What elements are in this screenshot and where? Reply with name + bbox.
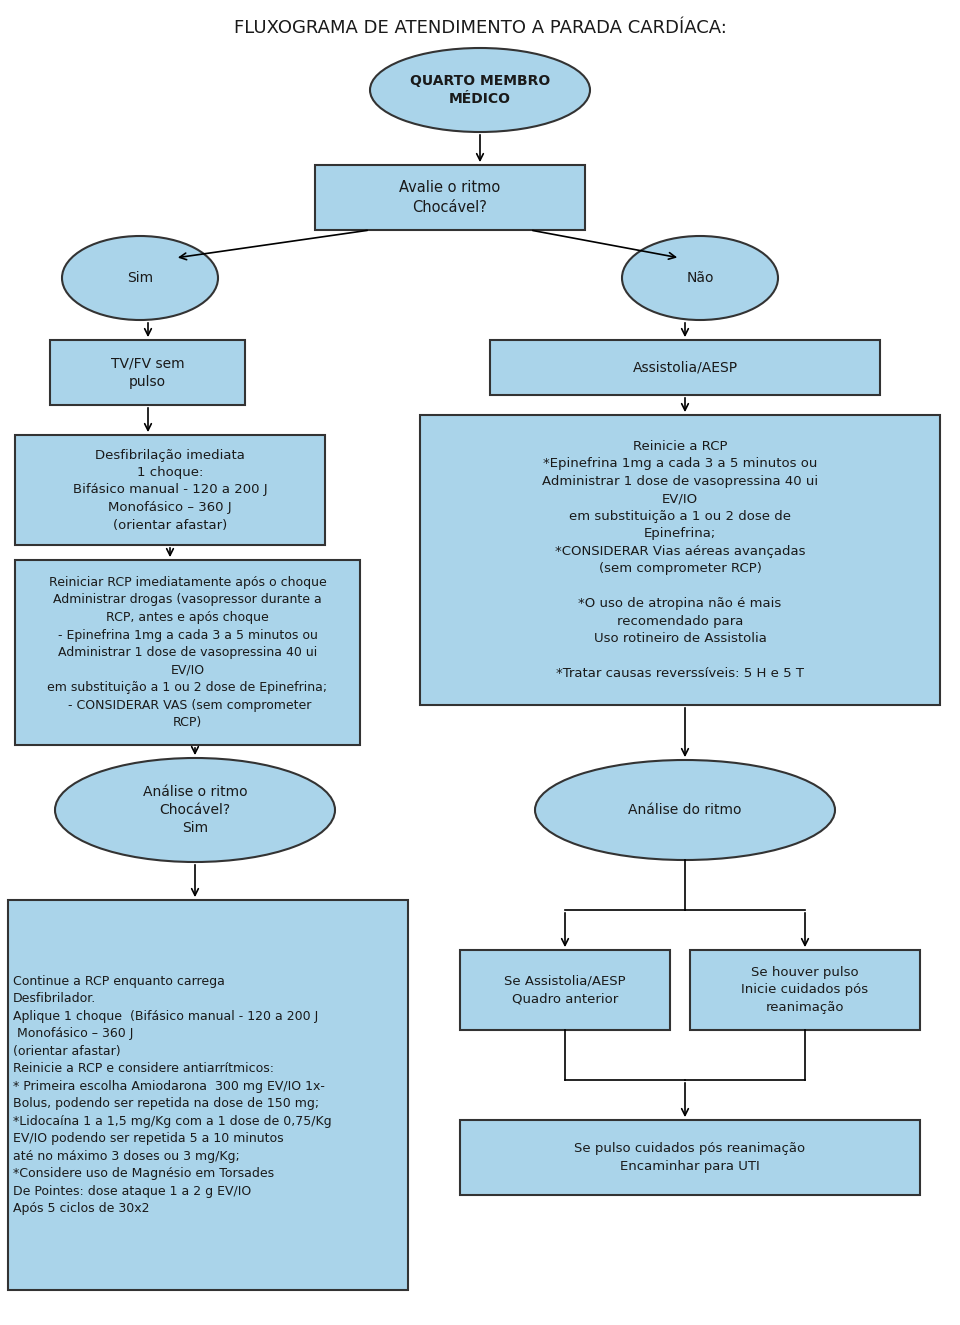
FancyBboxPatch shape: [50, 341, 245, 405]
Text: Não: Não: [686, 272, 713, 285]
Text: FLUXOGRAMA DE ATENDIMENTO A PARADA CARDÍACA:: FLUXOGRAMA DE ATENDIMENTO A PARADA CARDÍ…: [233, 19, 727, 37]
Text: Análise do ritmo: Análise do ritmo: [628, 803, 742, 818]
Text: Reinicie a RCP
*Epinefrina 1mg a cada 3 a 5 minutos ou
Administrar 1 dose de vas: Reinicie a RCP *Epinefrina 1mg a cada 3 …: [542, 440, 818, 680]
FancyBboxPatch shape: [8, 900, 408, 1291]
Text: Análise o ritmo
Chocável?
Sim: Análise o ritmo Chocável? Sim: [143, 784, 248, 835]
Text: Se houver pulso
Inicie cuidados pós
reanimação: Se houver pulso Inicie cuidados pós rean…: [741, 966, 869, 1014]
FancyBboxPatch shape: [420, 415, 940, 705]
Ellipse shape: [370, 48, 590, 132]
FancyBboxPatch shape: [460, 950, 670, 1030]
Text: QUARTO MEMBRO
MÉDICO: QUARTO MEMBRO MÉDICO: [410, 74, 550, 106]
FancyBboxPatch shape: [490, 341, 880, 395]
Text: Assistolia/AESP: Assistolia/AESP: [633, 360, 737, 375]
Text: Continue a RCP enquanto carrega
Desfibrilador.
Aplique 1 choque  (Bifásico manua: Continue a RCP enquanto carrega Desfibri…: [13, 975, 331, 1215]
Text: Desfibrilação imediata
1 choque:
Bifásico manual - 120 a 200 J
Monofásico – 360 : Desfibrilação imediata 1 choque: Bifásic…: [73, 448, 267, 531]
Text: Sim: Sim: [127, 272, 153, 285]
FancyBboxPatch shape: [460, 1120, 920, 1195]
FancyBboxPatch shape: [15, 560, 360, 745]
Text: Avalie o ritmo
Chocável?: Avalie o ritmo Chocável?: [399, 180, 500, 215]
FancyBboxPatch shape: [15, 435, 325, 545]
Text: Se pulso cuidados pós reanimação
Encaminhar para UTI: Se pulso cuidados pós reanimação Encamin…: [574, 1142, 805, 1173]
FancyBboxPatch shape: [690, 950, 920, 1030]
Ellipse shape: [62, 236, 218, 321]
Ellipse shape: [535, 761, 835, 860]
Text: Reiniciar RCP imediatamente após o choque
Administrar drogas (vasopressor durant: Reiniciar RCP imediatamente após o choqu…: [47, 576, 327, 729]
Text: Se Assistolia/AESP
Quadro anterior: Se Assistolia/AESP Quadro anterior: [504, 975, 626, 1006]
Text: TV/FV sem
pulso: TV/FV sem pulso: [110, 356, 184, 390]
FancyBboxPatch shape: [315, 166, 585, 231]
Ellipse shape: [55, 758, 335, 863]
Ellipse shape: [622, 236, 778, 321]
